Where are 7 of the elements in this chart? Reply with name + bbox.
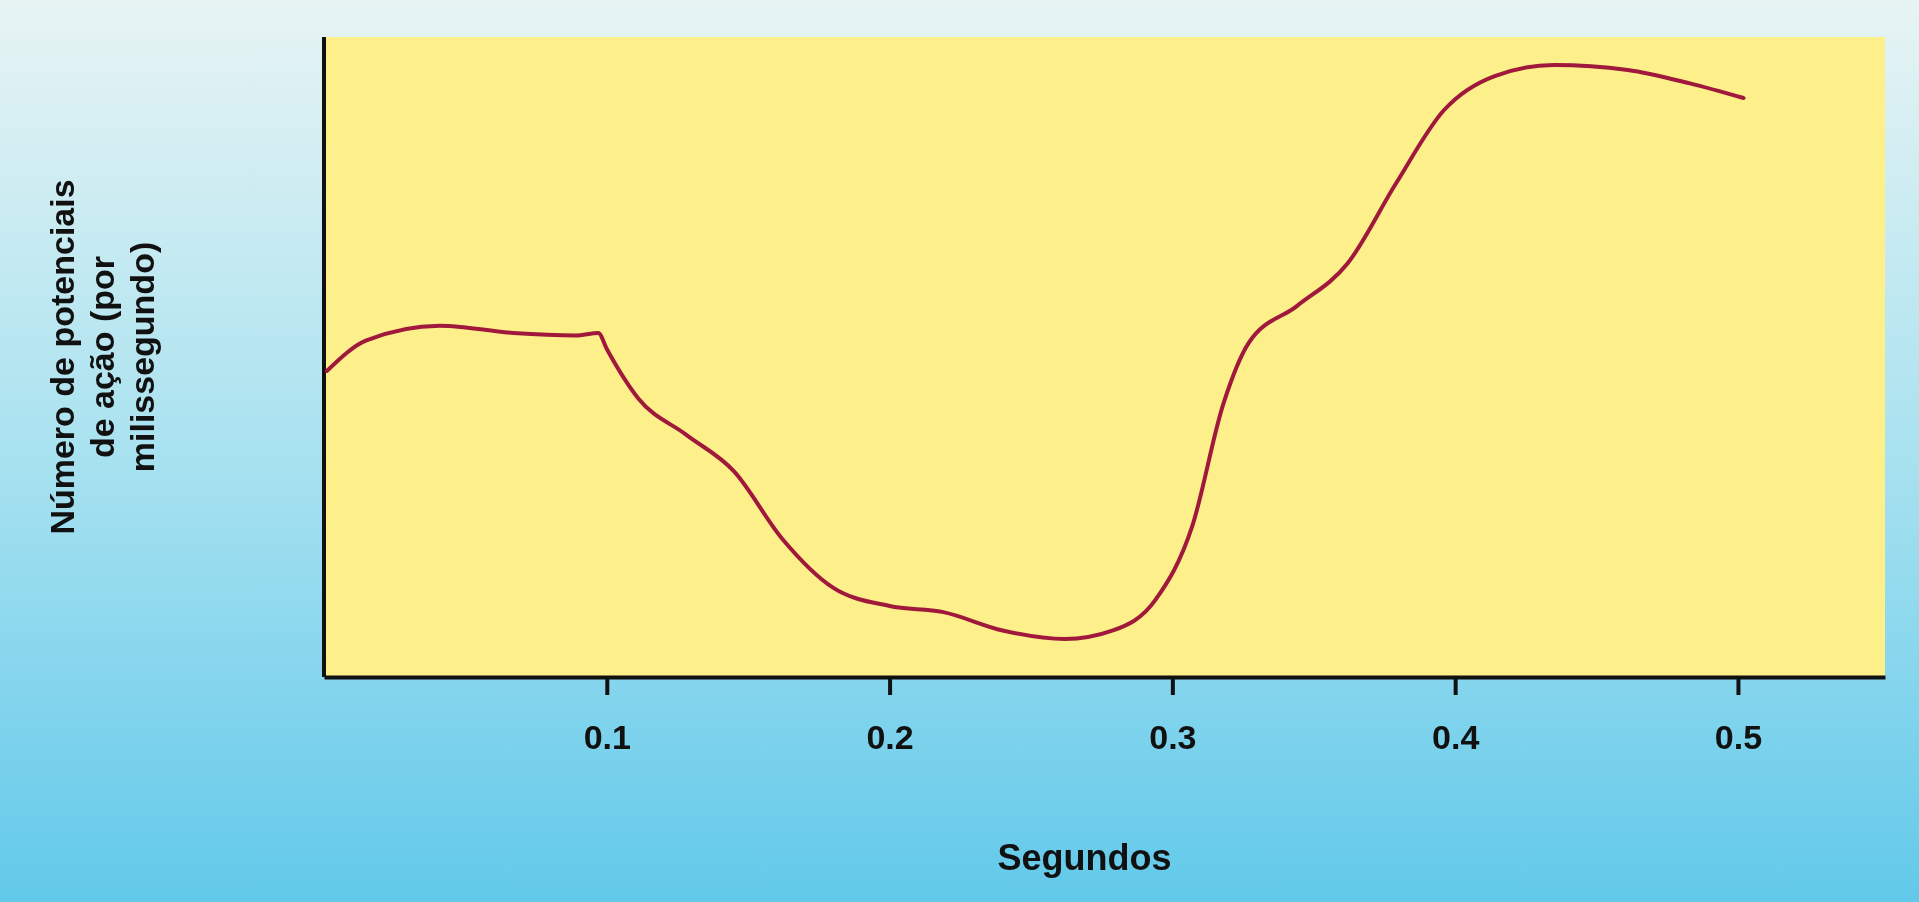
x-tick-label: 0.5 [1714, 718, 1763, 756]
y-axis-title: Número de potenciais de ação (por milissegundo) [43, 179, 161, 535]
x-axis-title: Segundos [997, 837, 1172, 878]
x-tick-label: 0.3 [1149, 718, 1197, 756]
x-tick-label: 0.4 [1432, 718, 1480, 756]
x-tick-label: 0.2 [866, 718, 914, 756]
x-tick-label: 0.1 [583, 718, 631, 756]
